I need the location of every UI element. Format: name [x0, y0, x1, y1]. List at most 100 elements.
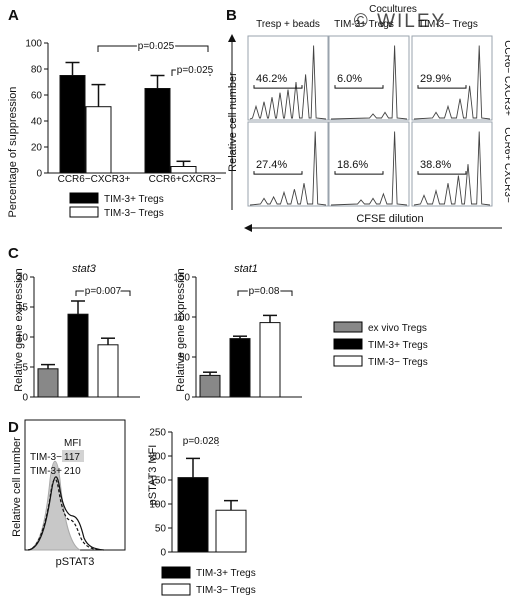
panel-d-mfi-row-2-name: TIM-3+ [30, 466, 62, 477]
panel-d-ytick-label: 50 [155, 524, 167, 535]
panel-d-mfi-row-1-name: TIM-3− [30, 452, 62, 463]
panel-c-legend-swatch-1 [333, 321, 363, 333]
panel-b-gate-line [417, 85, 467, 89]
panel-a-category-2: CCR6+CXCR3− [149, 174, 222, 185]
panel-c-legend-label-3: TIM-3− Tregs [368, 357, 428, 368]
panel-c-stat1-ytick-label: 150 [173, 273, 190, 284]
panel-a-bar [170, 166, 197, 174]
panel-c-stat1-ytick-label: 0 [184, 393, 190, 404]
panel-c-gene-2: stat1 [234, 263, 258, 275]
panel-b-gate-value: 18.6% [337, 159, 368, 171]
panel-b-histogram-grid: 46.2% 6.0% 29.9% 27.4% 18.6% 38.8% [247, 35, 493, 207]
panel-a-ytick-label: 80 [31, 65, 43, 76]
panel-c-p-2: p=0.08 [249, 286, 280, 297]
panel-b-row-label-1: CCR6− CXCR3+ [502, 40, 510, 116]
panel-a-chart: 0 20 40 60 80 100 [25, 39, 226, 180]
panel-c-stat1-bar [229, 338, 251, 398]
panel-a-bracket-outer [97, 45, 209, 52]
panel-a-ytick-label: 100 [25, 39, 42, 50]
panel-b-cfse-histogram [249, 45, 327, 120]
panel-c-bracket-1 [75, 290, 131, 296]
panel-b-gate-value: 46.2% [256, 73, 287, 85]
panel-b-gate-value: 38.8% [420, 159, 451, 171]
panel-c-legend-label-2: TIM-3+ Tregs [368, 340, 428, 351]
panel-d-ytick-label: 200 [149, 452, 166, 463]
panel-d-hist-ylabel: Relative cell number [11, 437, 23, 537]
panel-a-ytick-label: 20 [31, 143, 43, 154]
panel-d-bar [177, 477, 209, 553]
panel-b-gate-line [334, 85, 384, 89]
panel-c-stat3-bar [67, 313, 89, 398]
panel-a-legend-label-1: TIM-3+ Tregs [104, 194, 164, 205]
panel-c-stat3-ytick-label: 15 [17, 303, 29, 314]
panel-b-col-header-3: TIM-3− Tregs [418, 19, 478, 30]
panel-d-ytick-label: 150 [149, 476, 166, 487]
panel-d-p: p=0.028 [183, 436, 220, 447]
panel-c-stat1-bar [199, 374, 221, 398]
panel-a-bracket-inner [171, 69, 211, 76]
panel-d-bar-chart: 0 50 100 150 200 250 [149, 428, 247, 559]
panel-b-cfse-histogram [413, 45, 491, 120]
panel-d-legend-label-1: TIM-3+ Tregs [196, 568, 256, 579]
panel-a-bar [144, 88, 171, 174]
panel-c-stat3-ytick-label: 5 [22, 363, 28, 374]
panel-a-ytick-label: 40 [31, 117, 43, 128]
panel-c-ylabel-2: Relative gene expression [175, 268, 187, 392]
panel-b-label: B [226, 7, 237, 24]
panel-d-mfi-header: MFI [64, 438, 81, 449]
panel-c-gene-1: stat3 [72, 263, 97, 275]
panel-a-ylabel: Percentage of suppression [7, 87, 19, 218]
panel-a-bar [85, 106, 112, 174]
panel-b-gate-line [334, 171, 384, 175]
panel-c-legend-label-1: ex vivo Tregs [368, 323, 427, 334]
panel-d-legend-label-2: TIM-3− Tregs [196, 585, 256, 596]
panel-b-super-header: Cocultures [369, 4, 417, 15]
panel-b-watermark: © WILEY [354, 11, 446, 32]
panel-b-gate-value: 6.0% [337, 73, 362, 85]
panel-b-cfse-histogram [330, 131, 408, 206]
panel-c-bracket-2 [237, 290, 293, 296]
panel-d-ytick-label: 250 [149, 428, 166, 439]
panel-c-stat3-bar [37, 368, 59, 398]
panel-a-p-inner: p=0.025 [177, 65, 214, 76]
panel-d-ytick-label: 0 [160, 548, 166, 559]
panel-d-legend-swatch-2 [161, 583, 191, 596]
panel-a-label: A [8, 7, 19, 24]
panel-b-gate-value: 27.4% [256, 159, 287, 171]
panel-b-x-arrowhead [244, 224, 252, 232]
panel-c-stat1-ytick-label: 100 [173, 313, 190, 324]
panel-d-isotype-histogram [27, 460, 81, 551]
panel-a-legend-swatch-2 [69, 206, 99, 218]
panel-b-ylabel: Relative cell number [227, 72, 239, 172]
panel-d-mfi-row-2-value: 210 [64, 466, 81, 477]
panel-b-cfse-histogram [413, 131, 491, 206]
panel-c-stat3-chart: 0 5 10 15 20 [17, 273, 140, 404]
panel-c-stat1-bar [259, 322, 281, 398]
panel-a-legend-swatch-1 [69, 192, 99, 204]
panel-d-histogram [24, 419, 126, 551]
panel-b-row-label-2: CCR6+ CXCR3− [502, 127, 510, 203]
panel-a-ytick-label: 60 [31, 91, 43, 102]
panel-a-legend-label-2: TIM-3− Tregs [104, 208, 164, 219]
panel-b-gate-line [253, 85, 303, 89]
panel-c-stat1-ytick-label: 50 [179, 353, 191, 364]
panel-d-bracket [183, 440, 219, 446]
panel-c-stat3-ytick-label: 10 [17, 333, 29, 344]
panel-a-bar [59, 75, 86, 174]
panel-d-bar [215, 509, 247, 553]
panel-c-label: C [8, 245, 19, 262]
panel-d-legend-swatch-1 [161, 566, 191, 579]
panel-b-gate-value: 29.9% [420, 73, 451, 85]
panel-c-stat1-chart: 0 50 100 150 [173, 273, 302, 404]
panel-b-gate-line [417, 171, 467, 175]
panel-c-stat3-ytick-label: 0 [22, 393, 28, 404]
panel-d-bar-ylabel: pSTAT3 MFI [147, 445, 159, 506]
panel-c-p-1: p=0.007 [85, 286, 122, 297]
panel-b-histogram-frame [328, 35, 410, 121]
panel-a-p-outer: p=0.025 [138, 41, 175, 52]
panel-d-tim3-pos-histogram [27, 476, 105, 551]
panel-b-cfse-histogram [249, 131, 327, 206]
panel-d-mfi-row-1-value: 117 [64, 452, 80, 463]
panel-b-y-arrowhead [228, 34, 236, 42]
